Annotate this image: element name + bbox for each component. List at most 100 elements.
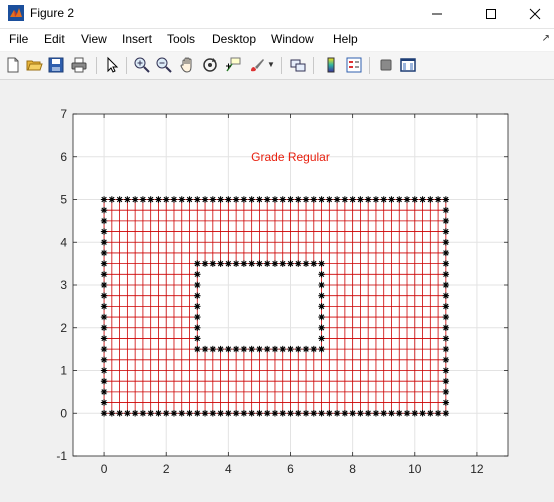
star-marker (341, 196, 349, 203)
undock-arrow-icon[interactable]: ↗ (541, 33, 550, 44)
star-marker (178, 196, 185, 203)
boundary-markers (100, 196, 450, 417)
star-marker (318, 292, 325, 299)
print-icon[interactable] (70, 56, 88, 74)
pan-icon[interactable] (178, 56, 196, 74)
star-marker (100, 345, 108, 353)
star-marker (310, 196, 318, 203)
toolbar-separator (281, 57, 282, 74)
star-marker (194, 335, 201, 342)
star-marker (295, 345, 302, 353)
star-marker (318, 410, 325, 417)
star-marker (295, 196, 302, 203)
star-marker (163, 196, 170, 203)
minimize-button[interactable] (414, 0, 460, 28)
star-marker (100, 313, 108, 321)
star-marker (396, 196, 403, 203)
menu-file[interactable]: File (9, 32, 29, 46)
star-marker (442, 335, 450, 342)
maximize-button[interactable] (468, 0, 514, 28)
y-tick-label: 6 (60, 150, 67, 164)
colorbar-icon[interactable] (322, 56, 340, 74)
star-marker (100, 388, 108, 396)
menu-view[interactable]: View (81, 32, 107, 46)
star-marker (403, 410, 411, 417)
link-plot-icon[interactable] (289, 56, 307, 74)
toolbar-separator (313, 57, 314, 74)
close-button[interactable] (512, 0, 554, 28)
star-marker (240, 410, 248, 417)
star-marker (357, 410, 364, 417)
star-marker (100, 324, 108, 331)
star-marker (279, 410, 286, 417)
star-marker (100, 377, 108, 385)
close-icon (529, 8, 541, 20)
window-title: Figure 2 (30, 6, 75, 20)
chart-title: Grade Regular (251, 150, 330, 164)
y-tick-label: 4 (60, 235, 67, 249)
menu-edit[interactable]: Edit (44, 32, 65, 46)
star-marker (442, 399, 450, 406)
rotate-3d-icon[interactable] (201, 56, 219, 74)
zoom-out-icon[interactable] (155, 56, 173, 74)
star-marker (302, 196, 310, 203)
show-plot-tools-icon[interactable] (399, 56, 417, 74)
star-marker (201, 345, 209, 353)
menu-insert[interactable]: Insert (122, 32, 153, 46)
star-marker (240, 345, 248, 353)
menu-desktop[interactable]: Desktop (212, 32, 257, 46)
open-file-icon[interactable] (25, 56, 43, 74)
menu-tools[interactable]: Tools (167, 32, 196, 46)
star-marker (318, 303, 325, 310)
star-marker (194, 196, 201, 203)
star-marker (442, 271, 450, 278)
star-marker (318, 345, 325, 353)
star-marker (442, 367, 450, 374)
star-marker (147, 196, 154, 203)
brush-dropdown-icon[interactable]: ▼ (267, 60, 275, 69)
star-marker (116, 196, 123, 203)
star-marker (442, 196, 450, 203)
star-marker (263, 410, 271, 417)
star-marker (209, 196, 217, 203)
y-tick-label: 2 (60, 321, 67, 335)
star-marker (201, 196, 209, 203)
star-marker (295, 410, 302, 417)
new-figure-icon[interactable] (4, 56, 22, 74)
data-cursor-icon[interactable] (224, 56, 242, 74)
star-marker (131, 410, 139, 417)
star-marker (427, 196, 434, 203)
star-marker (302, 410, 310, 417)
star-marker (318, 324, 325, 331)
star-marker (217, 345, 224, 353)
star-marker (411, 410, 418, 417)
x-tick-label: 4 (225, 462, 232, 476)
star-marker (403, 196, 411, 203)
legend-icon[interactable] (345, 56, 363, 74)
star-marker (240, 260, 248, 267)
star-marker (194, 271, 201, 278)
pointer-icon[interactable] (103, 56, 121, 74)
star-marker (442, 377, 450, 385)
star-marker (287, 196, 294, 203)
star-marker (318, 281, 325, 289)
star-marker (263, 345, 271, 353)
star-marker (279, 196, 286, 203)
toolbar-separator (369, 57, 370, 74)
save-icon[interactable] (47, 56, 65, 74)
star-marker (364, 410, 372, 417)
star-marker (170, 410, 178, 417)
menu-window[interactable]: Window (271, 32, 314, 46)
star-marker (279, 345, 286, 353)
star-marker (318, 196, 325, 203)
menu-help[interactable]: Help (333, 32, 358, 46)
star-marker (310, 345, 318, 353)
star-marker (380, 196, 387, 203)
star-marker (100, 367, 108, 374)
zoom-in-icon[interactable] (133, 56, 151, 74)
brush-icon[interactable] (248, 56, 266, 74)
hide-plot-tools-icon[interactable] (377, 56, 395, 74)
star-marker (100, 217, 108, 225)
